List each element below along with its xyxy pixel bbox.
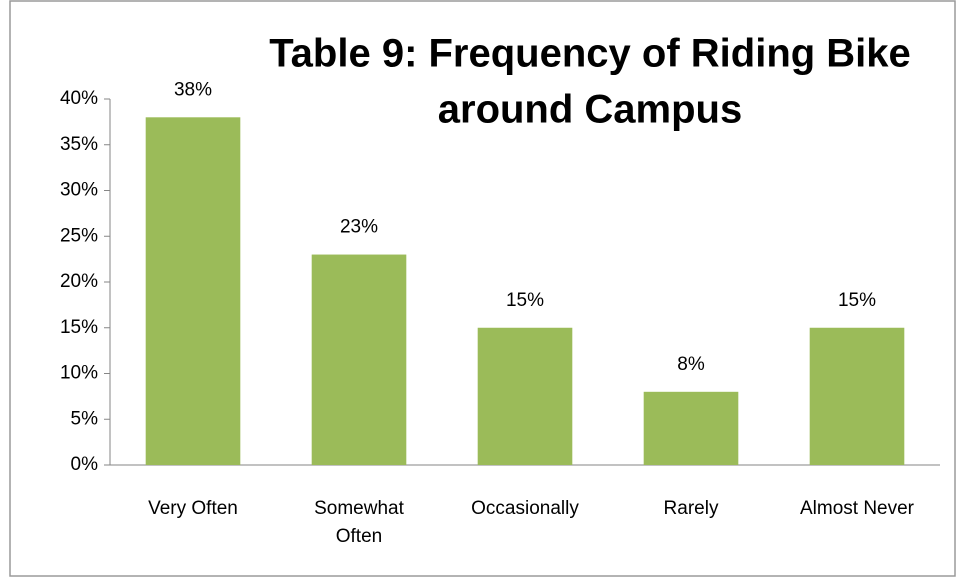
data-label: 38% — [174, 79, 212, 100]
y-tick-label: 20% — [60, 271, 98, 292]
x-tick-label: Almost Never — [799, 498, 915, 519]
y-tick-label: 10% — [60, 363, 98, 384]
y-tick-label: 15% — [60, 317, 98, 338]
x-tick-label: Somewhat Often — [314, 498, 404, 547]
x-tick-label: Occasionally — [471, 498, 579, 519]
y-tick-label: 0% — [71, 454, 99, 475]
x-tick-label: Very Often — [148, 498, 238, 519]
y-tick-label: 25% — [60, 225, 98, 246]
data-label: 15% — [838, 290, 876, 311]
bar — [311, 254, 407, 465]
data-label: 8% — [677, 354, 705, 375]
y-tick-label: 40% — [60, 88, 98, 109]
bar — [809, 327, 905, 465]
chart-title: around Campus — [438, 88, 742, 132]
bar — [145, 117, 241, 466]
y-tick-label: 35% — [60, 134, 98, 155]
data-label: 23% — [340, 217, 378, 238]
data-label: 15% — [506, 290, 544, 311]
bar — [477, 327, 573, 465]
y-tick-label: 5% — [71, 408, 99, 429]
y-tick-label: 30% — [60, 180, 98, 201]
chart-title: Table 9: Frequency of Riding Bike — [269, 32, 911, 76]
x-tick-label: Rarely — [663, 498, 719, 519]
bar — [643, 391, 739, 465]
